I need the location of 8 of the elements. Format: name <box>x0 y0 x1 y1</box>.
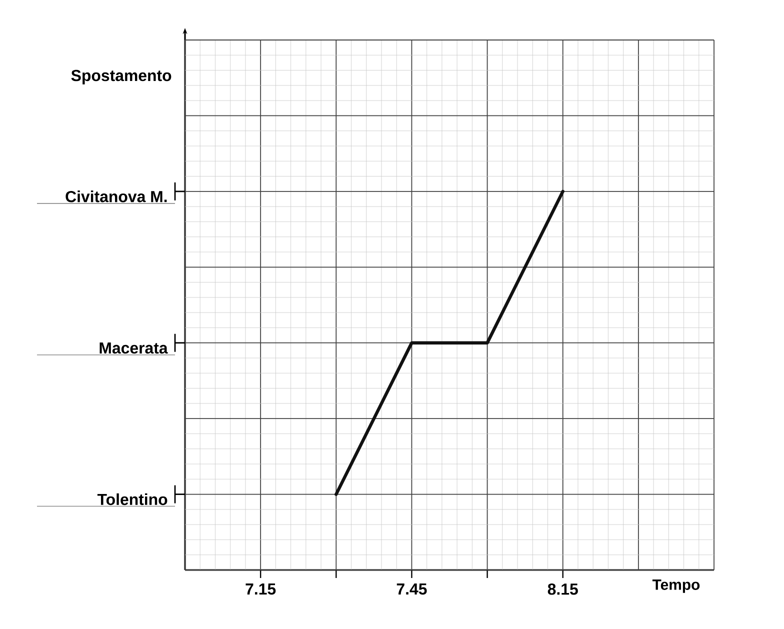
x-tick-label: 7.15 <box>246 584 276 595</box>
text: Macerata <box>100 342 168 354</box>
x-axis-title: Tempo <box>652 580 700 593</box>
x-tick-label: 7.45 <box>396 584 427 595</box>
text: Tolentino <box>97 493 168 506</box>
text: Spostamento <box>71 70 172 84</box>
x-tick-label: 8.15 <box>548 584 578 595</box>
text: Civitanova M. <box>66 190 167 202</box>
